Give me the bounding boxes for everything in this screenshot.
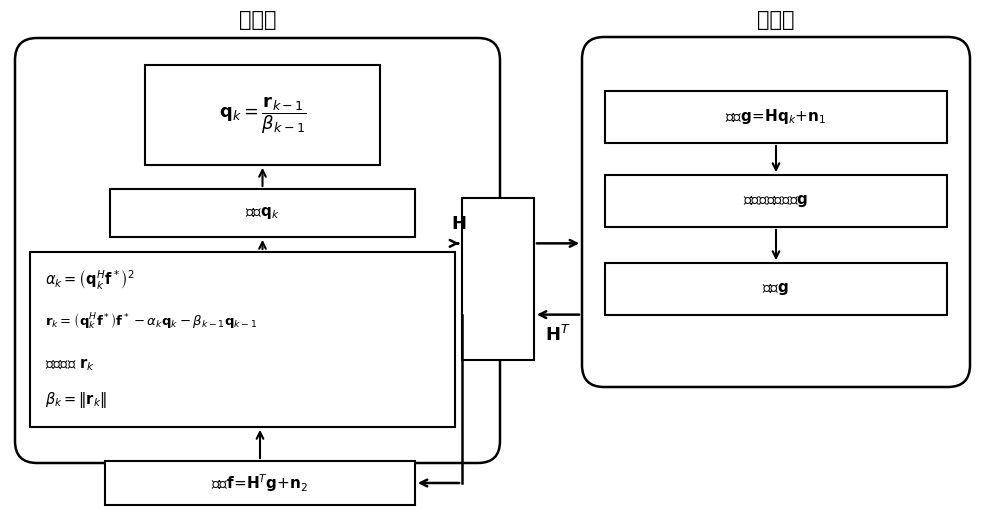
FancyBboxPatch shape (105, 461, 415, 505)
Text: 发送$\mathbf{q}_k$: 发送$\mathbf{q}_k$ (245, 205, 280, 221)
Text: 重正交化 $\mathbf{r}_k$: 重正交化 $\mathbf{r}_k$ (45, 357, 95, 373)
Text: $\mathbf{H}$: $\mathbf{H}$ (451, 215, 466, 233)
FancyBboxPatch shape (605, 175, 947, 227)
Text: 接收$\mathbf{f}$=$\mathbf{H}^T\mathbf{g}$+$\mathbf{n}_2$: 接收$\mathbf{f}$=$\mathbf{H}^T\mathbf{g}$+… (211, 472, 309, 494)
Text: $\mathbf{H}^T$: $\mathbf{H}^T$ (545, 324, 571, 345)
Text: 取共轭并归一化$\mathbf{g}$: 取共轭并归一化$\mathbf{g}$ (743, 193, 809, 209)
Text: 发送$\mathbf{g}$: 发送$\mathbf{g}$ (762, 281, 790, 297)
Text: 发送方: 发送方 (239, 10, 277, 30)
FancyBboxPatch shape (145, 65, 380, 165)
FancyBboxPatch shape (462, 198, 534, 360)
FancyBboxPatch shape (30, 252, 455, 427)
FancyBboxPatch shape (15, 38, 500, 463)
Text: $\mathbf{q}_k = \dfrac{\mathbf{r}_{k-1}}{\beta_{k-1}}$: $\mathbf{q}_k = \dfrac{\mathbf{r}_{k-1}}… (219, 94, 306, 136)
Text: $\alpha_k = \left(\mathbf{q}_k^H\mathbf{f}^*\right)^2$: $\alpha_k = \left(\mathbf{q}_k^H\mathbf{… (45, 268, 135, 291)
FancyBboxPatch shape (605, 91, 947, 143)
Text: 接收方: 接收方 (757, 10, 795, 30)
FancyBboxPatch shape (582, 37, 970, 387)
Text: 接收$\mathbf{g}$=$\mathbf{H}\mathbf{q}_k$+$\mathbf{n}_1$: 接收$\mathbf{g}$=$\mathbf{H}\mathbf{q}_k$+… (725, 108, 827, 127)
FancyBboxPatch shape (605, 263, 947, 315)
FancyBboxPatch shape (110, 189, 415, 237)
Text: $\mathbf{r}_k = \left(\mathbf{q}_k^H\mathbf{f}^*\right)\mathbf{f}^* - \alpha_k\m: $\mathbf{r}_k = \left(\mathbf{q}_k^H\mat… (45, 312, 258, 332)
Text: $\beta_k = \|\mathbf{r}_k\|$: $\beta_k = \|\mathbf{r}_k\|$ (45, 390, 107, 410)
